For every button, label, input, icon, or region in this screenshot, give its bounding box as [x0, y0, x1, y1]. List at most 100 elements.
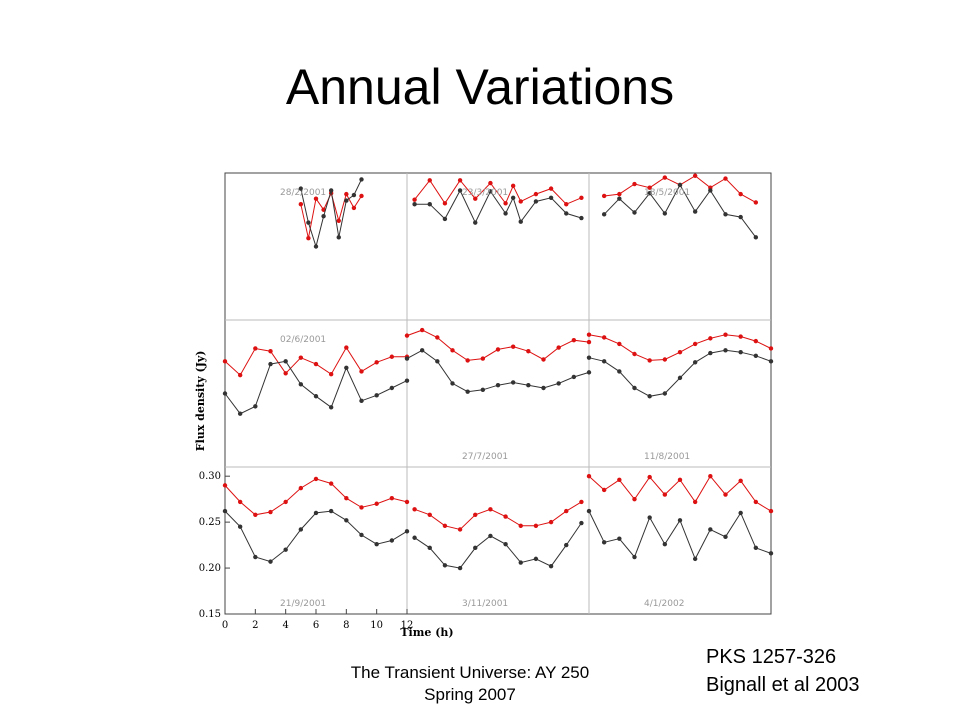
data-point-upper — [503, 201, 508, 206]
series-line-lower — [224, 360, 408, 415]
x-tick-label: 4 — [282, 620, 288, 631]
data-point-lower — [647, 515, 652, 520]
data-point-lower — [768, 359, 774, 364]
data-point-upper — [723, 492, 728, 497]
data-point-lower — [457, 565, 463, 571]
data-point-lower — [677, 182, 683, 188]
data-point-lower — [738, 214, 743, 220]
data-point-lower — [579, 215, 584, 221]
data-point-lower — [753, 353, 759, 359]
data-point-upper — [579, 195, 584, 201]
data-point-lower — [306, 220, 311, 225]
data-point-lower — [601, 540, 607, 545]
data-point-lower — [450, 381, 455, 386]
data-point-lower — [617, 196, 622, 201]
data-point-upper — [313, 196, 319, 201]
data-point-upper — [617, 341, 622, 347]
data-point-upper — [556, 345, 561, 350]
data-point-lower — [753, 235, 759, 240]
data-point-lower — [723, 212, 728, 217]
data-point-lower — [404, 529, 410, 534]
data-point-upper — [768, 508, 774, 514]
x-tick-label: 0 — [222, 620, 228, 631]
data-point-upper — [268, 509, 273, 515]
data-point-lower — [328, 188, 334, 193]
data-point-lower — [374, 393, 379, 398]
data-point-lower — [442, 563, 448, 568]
data-point-upper — [768, 346, 774, 351]
data-point-upper — [442, 201, 448, 206]
data-point-lower — [586, 508, 592, 514]
data-point-upper — [351, 205, 357, 211]
data-point-upper — [518, 523, 523, 528]
data-point-upper — [738, 191, 743, 197]
data-point-lower — [389, 385, 395, 391]
data-point-lower — [518, 560, 523, 565]
y-tick-label: 0.15 — [199, 609, 221, 620]
data-point-lower — [548, 195, 554, 201]
data-point-lower — [510, 195, 516, 201]
data-point-lower — [692, 360, 698, 365]
data-point-upper — [389, 354, 395, 359]
data-point-lower — [427, 202, 432, 207]
data-point-upper — [692, 173, 698, 178]
data-point-upper — [404, 499, 410, 505]
data-point-upper — [344, 345, 349, 350]
data-point-lower — [412, 535, 417, 540]
data-point-lower — [344, 518, 349, 523]
data-point-upper — [586, 339, 592, 345]
data-point-upper — [601, 193, 607, 199]
data-point-lower — [768, 551, 774, 556]
data-point-upper — [237, 372, 243, 378]
data-point-upper — [313, 361, 319, 367]
data-point-upper — [632, 351, 637, 357]
data-point-lower — [253, 554, 258, 560]
data-point-upper — [586, 332, 592, 337]
data-point-lower — [313, 510, 319, 516]
series-line-upper — [588, 334, 772, 361]
data-point-lower — [503, 211, 508, 216]
data-point-upper — [753, 338, 759, 344]
footer-term: Spring 2007 — [424, 685, 516, 704]
panel-date-label: 27/7/2001 — [462, 452, 508, 462]
data-point-lower — [723, 348, 728, 353]
data-point-lower — [359, 177, 364, 182]
data-point-upper — [427, 512, 432, 517]
data-point-upper — [457, 527, 463, 532]
data-point-lower — [526, 383, 531, 388]
data-point-upper — [359, 193, 364, 199]
data-point-upper — [677, 349, 683, 355]
y-tick-label: 0.25 — [199, 517, 221, 528]
data-point-lower — [283, 547, 288, 552]
data-point-lower — [283, 359, 288, 364]
data-point-lower — [351, 192, 357, 198]
data-point-lower — [268, 559, 273, 564]
data-point-upper — [579, 499, 584, 505]
data-point-upper — [457, 178, 463, 183]
data-point-lower — [571, 374, 577, 380]
data-point-upper — [662, 492, 668, 497]
footer-course: The Transient Universe: AY 250 — [350, 663, 590, 682]
data-point-lower — [222, 508, 228, 514]
panel-date-label: 4/1/2002 — [644, 599, 684, 609]
data-point-upper — [374, 501, 379, 506]
data-point-upper — [412, 507, 417, 512]
chart-svg: 28/2/2001 23/3/2001 18/5/2001 02/6/2001 27/7… — [194, 172, 774, 639]
x-tick-label: 12 — [401, 620, 414, 631]
data-point-upper — [298, 485, 304, 491]
data-point-upper — [533, 523, 539, 528]
data-point-upper — [533, 191, 539, 197]
data-point-lower — [488, 189, 493, 194]
data-point-upper — [442, 523, 448, 528]
data-point-upper — [723, 176, 728, 181]
data-point-lower — [738, 349, 743, 355]
data-point-lower — [510, 380, 516, 385]
data-point-lower — [533, 199, 539, 204]
data-point-lower — [647, 394, 652, 399]
series-line-lower — [588, 349, 772, 397]
data-point-upper — [617, 477, 622, 483]
data-point-lower — [298, 186, 304, 191]
data-point-lower — [753, 545, 759, 551]
panel-date-label: 28/2/2001 — [280, 188, 326, 198]
data-point-lower — [473, 545, 478, 551]
